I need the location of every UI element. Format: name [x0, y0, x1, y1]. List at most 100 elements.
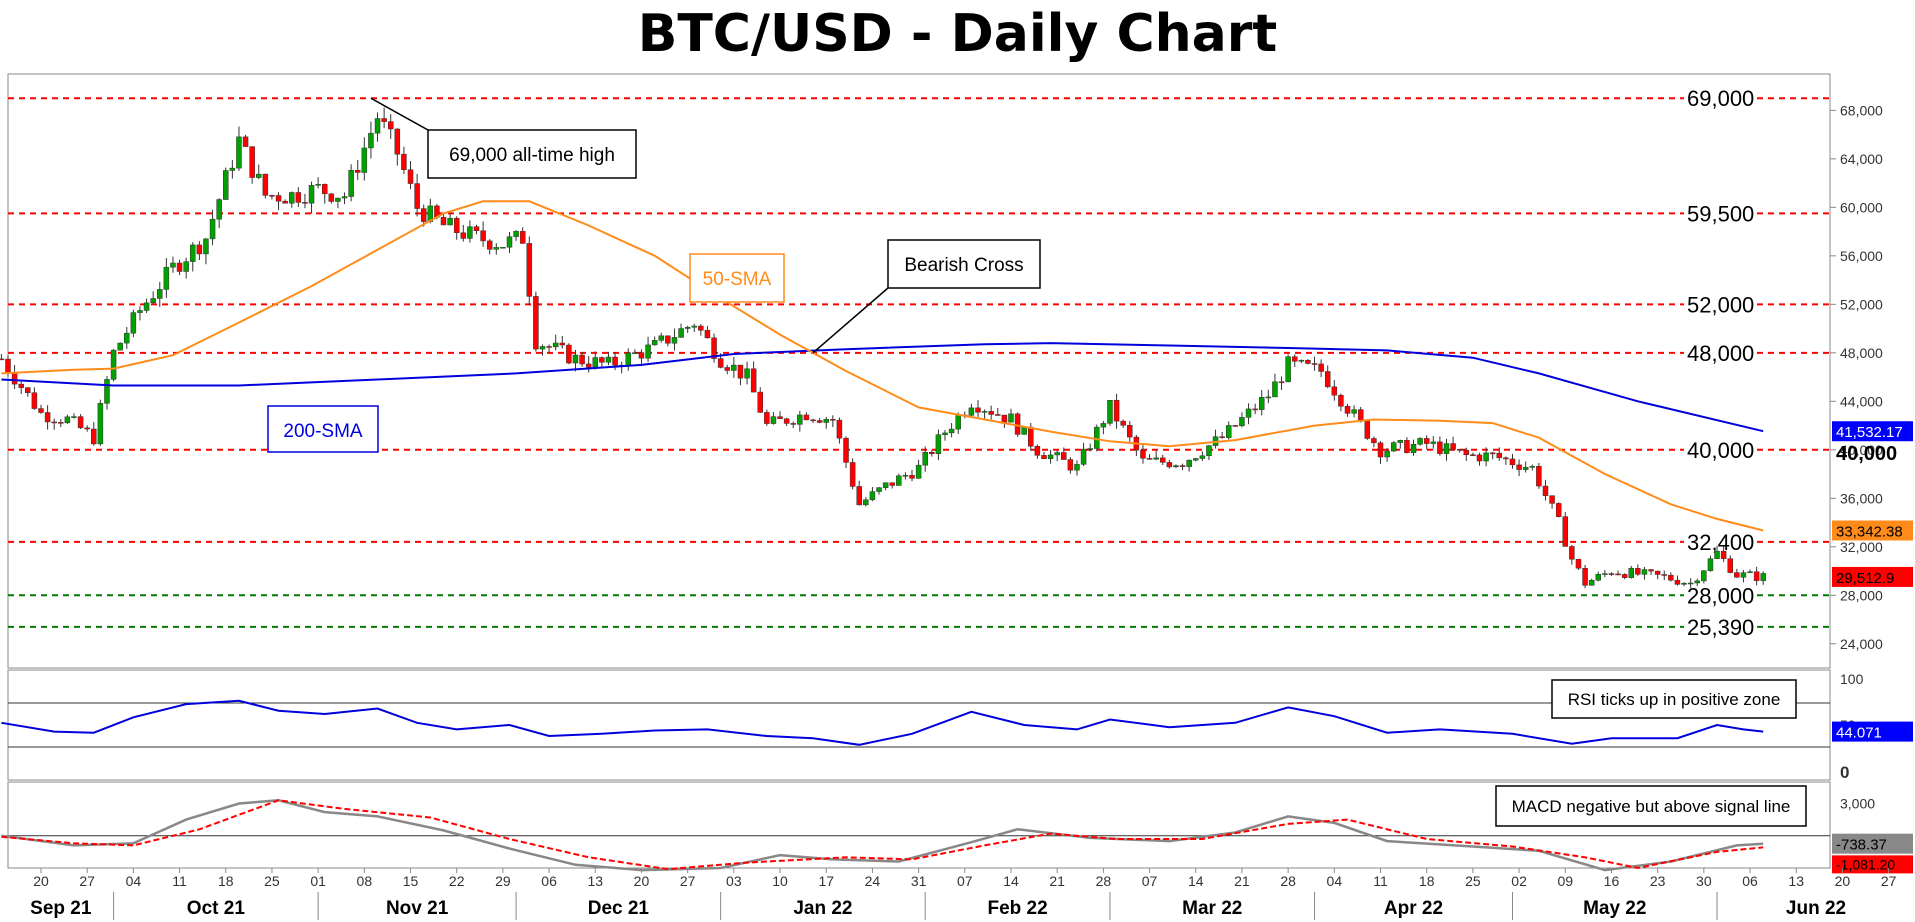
sma200-box	[267, 405, 379, 453]
candle-body	[1575, 558, 1582, 569]
candle-body	[585, 363, 592, 368]
candle-body	[942, 432, 948, 435]
price-axis-label: 48,000	[1840, 345, 1883, 361]
candle-body	[1001, 414, 1008, 423]
candle-body	[909, 475, 915, 479]
candle-body	[1344, 406, 1351, 414]
level-label: 69,000	[1687, 86, 1754, 111]
macd-line	[1, 799, 1764, 872]
bearish-box	[887, 239, 1041, 289]
candle-body	[632, 352, 638, 354]
candle-body	[196, 244, 203, 255]
candle-body	[1272, 381, 1278, 398]
candle-body	[1338, 394, 1344, 407]
candle-body	[1239, 417, 1245, 427]
candle-body	[810, 419, 816, 422]
candle-body	[830, 419, 836, 421]
candle-body	[262, 173, 269, 196]
candle-body	[968, 407, 975, 416]
candle-body	[1074, 464, 1080, 471]
candle-body	[1364, 420, 1371, 439]
candle-body	[691, 325, 698, 328]
candle-body	[394, 128, 401, 155]
candle-body	[704, 330, 711, 339]
candle-body	[1127, 424, 1133, 438]
candle-body	[1509, 458, 1516, 466]
x-day-label: 28	[1280, 873, 1296, 889]
candle-body	[1397, 440, 1404, 443]
candle-body	[803, 414, 810, 421]
x-day-label: 20	[1835, 873, 1851, 889]
x-month-label: Oct 21	[187, 898, 246, 919]
candle-body	[988, 411, 994, 415]
candle-body	[546, 346, 552, 348]
sma50-annotation: 50-SMA	[703, 269, 772, 290]
candle-body	[1331, 386, 1338, 396]
candle-body	[110, 349, 117, 380]
candle-body	[863, 499, 869, 506]
candle-body	[183, 261, 189, 272]
candle-body	[275, 195, 282, 202]
candle-body	[11, 372, 18, 385]
x-day-label: 13	[587, 873, 603, 889]
candle-body	[572, 354, 579, 364]
x-day-label: 10	[772, 873, 788, 889]
candle-body	[335, 197, 341, 202]
candle-body	[678, 328, 684, 338]
candle-body	[1100, 423, 1107, 428]
candle-body	[407, 169, 414, 184]
candle-body	[1588, 579, 1595, 586]
candle-body	[1265, 396, 1272, 399]
candle-body	[1536, 466, 1542, 487]
candle-body	[552, 342, 559, 348]
candle-body	[1608, 573, 1615, 575]
candle-body	[486, 240, 493, 250]
candle-body	[750, 368, 757, 393]
chart-title: BTC/USD - Daily Chart	[637, 4, 1278, 64]
level-label-bg	[1684, 582, 1756, 609]
x-day-label: 18	[1419, 873, 1435, 889]
candle-body	[242, 136, 249, 147]
candle-body	[308, 185, 315, 204]
candle-body	[1232, 425, 1239, 427]
x-month-label: Mar 22	[1182, 898, 1242, 919]
candle-body	[724, 367, 730, 371]
candle-body	[1456, 449, 1463, 451]
candle-body	[1219, 436, 1225, 438]
candle-body	[605, 356, 612, 363]
rsi-annotation: RSI ticks up in positive zone	[1568, 690, 1781, 709]
candle-body	[18, 383, 24, 388]
candle-body	[1470, 454, 1476, 456]
x-day-label: 27	[1881, 873, 1897, 889]
candle-body	[1041, 455, 1047, 459]
x-day-label: 11	[1373, 873, 1388, 889]
candle-body	[1747, 571, 1753, 573]
candle-body	[1384, 450, 1390, 458]
candle-body	[1291, 356, 1298, 362]
x-month-label: Feb 22	[987, 898, 1047, 919]
candle-body	[658, 335, 665, 341]
candle-body	[1034, 446, 1041, 456]
candle-body	[1410, 444, 1417, 453]
candle-body	[671, 337, 678, 344]
candle-body	[1582, 567, 1588, 586]
candle-body	[790, 423, 796, 425]
x-day-label: 13	[1788, 873, 1804, 889]
x-day-label: 04	[126, 873, 142, 889]
candle-body	[1087, 448, 1093, 450]
candle-body	[902, 475, 909, 477]
candle-body	[579, 354, 585, 365]
sma200-annotation: 200-SMA	[283, 421, 363, 442]
x-month-label: Apr 22	[1384, 898, 1443, 919]
candle-body	[1701, 570, 1707, 582]
candle-body	[236, 136, 242, 169]
candle-body	[368, 132, 374, 149]
bearish-pointer	[812, 287, 889, 354]
candle-body	[1714, 550, 1720, 559]
candle-body	[216, 199, 222, 220]
level-label-bg	[1684, 339, 1756, 366]
x-day-label: 20	[634, 873, 650, 889]
candle-body	[295, 192, 302, 203]
candle-body	[249, 146, 255, 178]
candle-body	[130, 312, 137, 334]
